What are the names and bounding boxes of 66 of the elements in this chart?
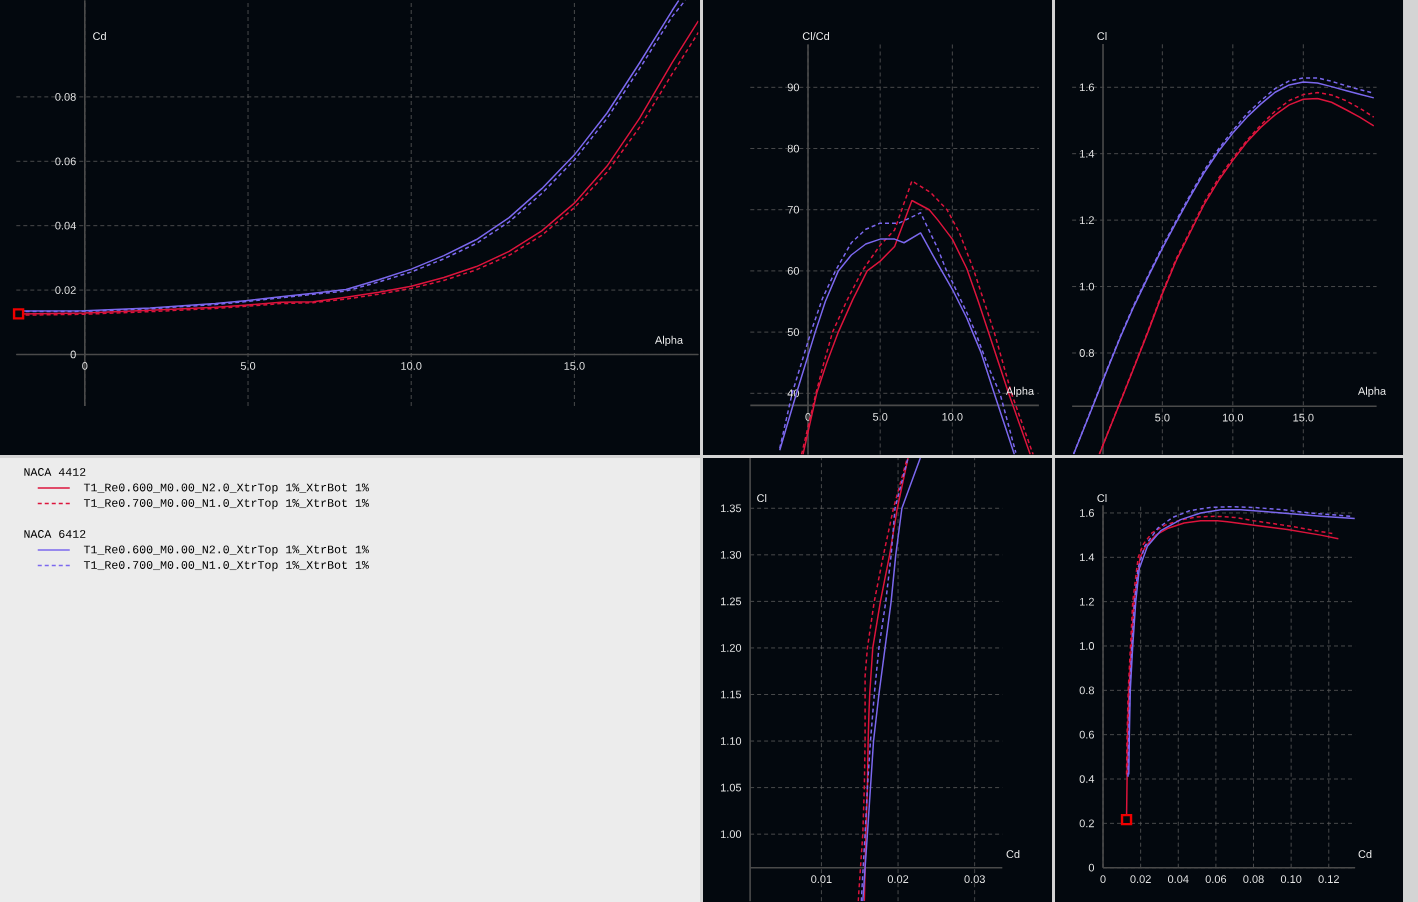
y-tick-label: 0 bbox=[1088, 863, 1095, 872]
y-tick-label: 1.4 bbox=[1080, 149, 1095, 158]
x-tick-label: 0.02 bbox=[887, 875, 909, 884]
x-tick-label: 0.12 bbox=[1318, 875, 1339, 884]
text: NACA 6412 bbox=[24, 530, 86, 538]
y-tick-label: 1.6 bbox=[1080, 509, 1094, 517]
y-tick-label: 0.04 bbox=[55, 221, 76, 230]
y-tick-label: 0.6 bbox=[1079, 730, 1094, 739]
y-tick-label: 1.0 bbox=[1080, 282, 1095, 291]
y-tick-label: 80 bbox=[787, 144, 800, 153]
y-axis-title: Cl bbox=[757, 493, 767, 503]
y-tick-label: 50 bbox=[787, 328, 800, 336]
y-tick-label: 0.8 bbox=[1079, 686, 1094, 695]
legend-label: T1_Re0.700_M0.00_N1.0_XtrTop 1%_XtrBot 1% bbox=[83, 561, 369, 572]
y-tick-label: 0.2 bbox=[1079, 819, 1094, 828]
y-tick-label: 1.25 bbox=[721, 597, 742, 606]
x-tick-label: 5.0 bbox=[872, 412, 888, 421]
y-tick-label: 1.0 bbox=[1080, 642, 1095, 650]
y-tick-label: 1.00 bbox=[721, 830, 742, 839]
y-tick-label: 1.2 bbox=[1080, 216, 1094, 224]
y-tick-label: 1.15 bbox=[721, 690, 742, 699]
y-tick-label: 1.6 bbox=[1080, 83, 1094, 92]
y-tick-label: 1.20 bbox=[721, 644, 742, 652]
x-tick-label: 5.0 bbox=[240, 362, 256, 370]
x-tick-label: 10.0 bbox=[942, 412, 963, 421]
x-tick-label: 0.04 bbox=[1167, 875, 1189, 884]
y-tick-label: 0 bbox=[70, 350, 76, 359]
x-tick-label: 15.0 bbox=[564, 362, 585, 370]
y-tick-label: 1.30 bbox=[721, 550, 742, 559]
x-axis-title: Alpha bbox=[654, 335, 684, 347]
x-tick-label: 0.10 bbox=[1280, 875, 1302, 884]
x-axis-title: Alpha bbox=[1357, 386, 1387, 398]
y-tick-label: 0.4 bbox=[1079, 775, 1095, 783]
y-axis-title: Cl/Cd bbox=[802, 31, 830, 41]
x-axis-title: Cd bbox=[1006, 849, 1020, 859]
legend-label: T1_Re0.600_M0.00_N2.0_XtrTop 1%_XtrBot 1% bbox=[83, 545, 369, 556]
y-tick-label: 1.10 bbox=[721, 737, 742, 745]
y-tick-label: 0.08 bbox=[55, 93, 76, 101]
y-tick-label: 0.8 bbox=[1079, 349, 1094, 357]
y-axis-title: Cl bbox=[1097, 31, 1107, 41]
y-tick-label: 60 bbox=[787, 267, 800, 275]
x-tick-label: 0.02 bbox=[1130, 875, 1151, 884]
x-tick-label: 0.03 bbox=[964, 875, 985, 884]
x-tick-label: 10.0 bbox=[401, 362, 422, 370]
x-tick-label: 0.06 bbox=[1205, 875, 1227, 884]
y-tick-label: 70 bbox=[787, 205, 800, 214]
y-axis-title: Cd bbox=[93, 31, 106, 41]
y-tick-label: 1.05 bbox=[721, 783, 742, 792]
x-tick-label: 10.0 bbox=[1222, 413, 1244, 422]
x-tick-label: 0.01 bbox=[811, 875, 832, 884]
legend-label: T1_Re0.600_M0.00_N2.0_XtrTop 1%_XtrBot 1% bbox=[83, 483, 369, 494]
text: NACA 4412 bbox=[24, 468, 86, 476]
y-tick-label: 1.35 bbox=[721, 504, 742, 513]
x-tick-label: 0 bbox=[82, 362, 88, 370]
x-tick-label: 15.0 bbox=[1293, 413, 1314, 422]
y-tick-label: 1.2 bbox=[1080, 597, 1094, 606]
y-tick-label: 1.4 bbox=[1080, 553, 1095, 562]
x-tick-label: 0 bbox=[1100, 875, 1106, 884]
y-axis-title: Cl bbox=[1097, 493, 1107, 503]
y-tick-label: 0.06 bbox=[55, 157, 76, 166]
y-tick-label: 90 bbox=[787, 83, 800, 92]
x-axis-title: Cd bbox=[1358, 849, 1372, 859]
x-tick-label: 5.0 bbox=[1155, 413, 1170, 422]
y-tick-label: 0.02 bbox=[55, 286, 76, 294]
x-tick-label: 0.08 bbox=[1243, 875, 1264, 884]
legend-label: T1_Re0.700_M0.00_N1.0_XtrTop 1%_XtrBot 1% bbox=[83, 499, 369, 510]
